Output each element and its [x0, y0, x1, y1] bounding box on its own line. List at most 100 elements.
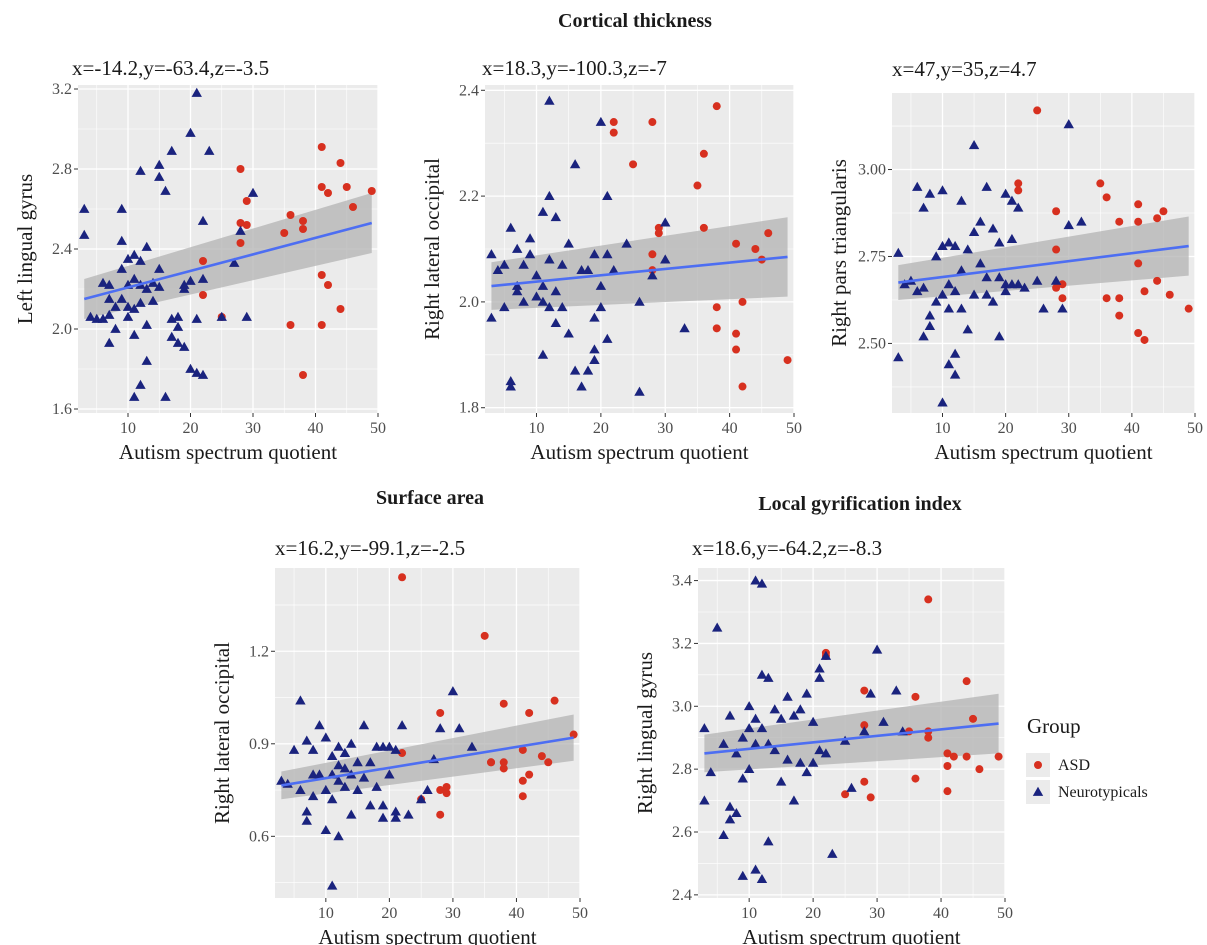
neurotypical-point	[1006, 233, 1018, 243]
neurotypical-point	[154, 281, 165, 291]
x-tick-label: 10	[120, 420, 136, 437]
scatter-panel-4: 10 20 30 40 50 0.6 0.9 1.2 x=16.2,y=-99.1,z=-2.5…	[210, 536, 588, 945]
neurotypical-point	[110, 301, 121, 311]
neurotypical-point	[750, 713, 761, 723]
x-axis-label: Autism spectrum quotient	[742, 925, 960, 945]
y-tick-label: 1.8	[459, 400, 479, 417]
x-tick-label: 30	[445, 905, 461, 922]
neurotypical-point	[930, 251, 942, 261]
neurotypical-point	[129, 391, 140, 401]
legend: Group ASD Neurotypicals	[1026, 714, 1148, 804]
neurotypical-point	[820, 650, 832, 660]
neurotypical-point	[122, 253, 134, 263]
y-tick-label: 3.4	[672, 573, 692, 590]
neurotypical-point	[1013, 279, 1024, 289]
neurotypical-point	[814, 745, 825, 755]
neurotypical-point	[358, 772, 370, 782]
neurotypical-point	[569, 365, 581, 375]
neurotypical-point	[204, 145, 215, 155]
neurotypical-point	[563, 328, 574, 338]
x-tick-label: 40	[722, 420, 738, 437]
neurotypical-point	[782, 754, 793, 764]
y-axis-label: Right pars triangularis	[827, 159, 851, 347]
neurotypical-point	[505, 381, 516, 391]
neurotypical-point	[589, 354, 600, 364]
x-tick-label: 30	[245, 420, 261, 437]
y-axis-label: Right lingual gyrus	[633, 652, 657, 814]
neurotypical-point	[756, 873, 768, 884]
x-axis-label: Autism spectrum quotient	[530, 440, 748, 464]
neurotypical-point	[179, 341, 190, 351]
asd-point	[537, 752, 546, 761]
neurotypical-point	[122, 311, 134, 321]
neurotypical-point	[166, 331, 177, 341]
asd-point	[699, 149, 708, 158]
neurotypical-point	[949, 240, 961, 250]
neurotypical-point	[499, 301, 510, 312]
neurotypical-point	[486, 249, 497, 259]
neurotypical-point	[981, 181, 992, 191]
neurotypical-point	[129, 329, 140, 339]
neurotypical-point	[763, 836, 774, 846]
asd-point	[286, 321, 295, 329]
neurotypical-point	[750, 738, 761, 748]
neurotypical-point	[377, 800, 389, 810]
x-tick-label: 50	[370, 420, 386, 437]
x-axis-label: Autism spectrum quotient	[119, 440, 337, 464]
neurotypical-point	[647, 270, 658, 280]
asd-point	[518, 745, 527, 754]
neurotypical-point	[301, 806, 312, 816]
neurotypical-point	[147, 277, 159, 287]
regression-line	[281, 736, 574, 787]
neurotypical-point	[154, 171, 165, 181]
neurotypical-point	[775, 776, 787, 786]
neurotypical-point	[544, 95, 555, 105]
neurotypical-point	[814, 663, 825, 673]
neurotypical-point	[185, 275, 196, 285]
y-axis-label: Right lateral occipital	[210, 642, 234, 824]
neurotypical-point	[135, 255, 146, 265]
neurotypical-point	[191, 367, 202, 377]
asd-point	[236, 219, 245, 227]
neurotypical-point	[492, 264, 504, 275]
neurotypical-point	[365, 800, 376, 810]
neurotypical-point	[795, 757, 806, 767]
x-tick-label: 40	[933, 905, 949, 922]
neurotypical-point	[544, 190, 555, 200]
confidence-ribbon	[898, 216, 1189, 300]
neurotypical-point	[333, 831, 344, 841]
asd-point	[525, 770, 534, 779]
neurotypical-point	[981, 272, 992, 282]
panel-coordinate-title: x=47,y=35,z=4.7	[892, 57, 1037, 81]
neurotypical-point	[537, 280, 549, 290]
neurotypical-point	[756, 669, 768, 679]
neurotypical-point	[750, 575, 761, 585]
y-tick-label: 3.0	[672, 698, 692, 715]
asd-point	[911, 692, 920, 701]
neurotypical-point	[537, 206, 549, 216]
neurotypical-point	[937, 240, 948, 250]
regression-line	[83, 221, 373, 301]
neurotypical-point	[531, 270, 542, 280]
neurotypical-point	[104, 279, 115, 289]
y-tick-label: 2.4	[672, 887, 692, 904]
neurotypical-point	[595, 116, 607, 126]
neurotypical-point	[320, 732, 332, 742]
neurotypical-point	[104, 309, 115, 319]
asd-point	[1115, 294, 1124, 303]
asd-point	[436, 810, 445, 819]
asd-point	[949, 752, 958, 761]
neurotypical-point	[621, 238, 632, 248]
neurotypical-point	[116, 293, 127, 303]
neurotypical-point	[871, 644, 883, 654]
asd-point	[336, 159, 345, 167]
asd-point	[487, 758, 496, 767]
asd-point	[738, 297, 747, 306]
neurotypical-point	[731, 748, 742, 758]
legend-entry-label: ASD	[1058, 757, 1090, 774]
neurotypical-point	[371, 781, 382, 791]
neurotypical-point	[918, 282, 929, 292]
neurotypical-point	[97, 313, 109, 323]
y-tick-label: 2.2	[459, 188, 479, 205]
